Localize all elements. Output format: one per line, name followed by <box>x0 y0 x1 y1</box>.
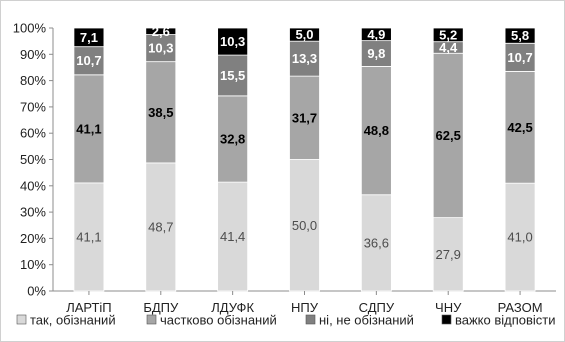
bar-segment <box>73 46 105 76</box>
y-tick-label: 10% <box>20 257 46 272</box>
y-tick-label: 100% <box>13 21 47 36</box>
bar-segment <box>504 27 536 44</box>
bar-segment <box>360 40 392 67</box>
bar-segment <box>73 182 105 292</box>
bar-segment <box>145 61 177 164</box>
bar-segment <box>289 40 320 77</box>
data-label: 2,6 <box>152 24 170 39</box>
data-label: 27,9 <box>436 247 461 262</box>
data-label: 4,9 <box>367 27 385 42</box>
y-tick-label: 80% <box>20 73 46 88</box>
bar-segment <box>289 75 320 160</box>
data-label: 4,4 <box>439 40 458 55</box>
bar-segment <box>145 34 177 63</box>
bar-segment <box>504 42 536 72</box>
data-label: 10,7 <box>507 50 532 65</box>
legend-swatch <box>146 314 157 325</box>
y-tick-label: 50% <box>20 152 46 167</box>
x-tick-label: НПУ <box>291 300 319 315</box>
legend-swatch <box>305 314 316 325</box>
legend-swatch <box>441 314 452 325</box>
x-tick-label: ЛДУФК <box>211 300 254 315</box>
bar-segment <box>360 194 392 292</box>
y-tick-label: 60% <box>20 126 46 141</box>
x-tick-label: ЛАРТіП <box>66 300 111 315</box>
data-label: 41,1 <box>76 121 101 136</box>
bar-segment <box>289 159 320 292</box>
x-tick-label: СДПУ <box>359 300 395 315</box>
legend-label: ні, не обізнаний <box>319 313 414 328</box>
bar-segment <box>217 95 249 183</box>
data-label: 38,5 <box>148 105 173 120</box>
data-label: 62,5 <box>436 128 461 143</box>
bar-segment <box>504 182 536 292</box>
data-label: 9,8 <box>367 46 385 61</box>
bar-segment <box>73 27 105 48</box>
bar-segment <box>145 27 177 35</box>
legend-swatch <box>16 314 27 325</box>
data-label: 41,1 <box>76 229 101 244</box>
bar-segment <box>217 27 249 56</box>
data-label: 32,8 <box>220 131 245 146</box>
data-label: 48,7 <box>148 219 173 234</box>
bar-segment <box>145 162 177 292</box>
bar-segment <box>217 54 249 97</box>
data-label: 10,3 <box>148 41 173 56</box>
bar-segment <box>432 52 464 219</box>
y-tick-label: 90% <box>20 47 46 62</box>
y-tick-label: 0% <box>27 284 46 299</box>
legend-label: так, обізнаний <box>30 313 116 328</box>
bar-segment <box>217 181 249 292</box>
bar-segment <box>73 74 105 184</box>
data-label: 10,7 <box>76 53 101 68</box>
y-tick-label: 20% <box>20 231 46 246</box>
data-label: 41,4 <box>220 229 245 244</box>
data-label: 5,8 <box>511 28 529 43</box>
data-label: 50,0 <box>292 218 317 233</box>
x-tick-label: РАЗОМ <box>498 300 543 315</box>
data-label: 31,7 <box>292 110 317 125</box>
data-label: 7,1 <box>80 30 98 45</box>
data-label: 5,0 <box>295 27 313 42</box>
bar-segment <box>360 27 392 42</box>
bar-segment <box>432 27 464 43</box>
bar-segment <box>504 70 536 184</box>
data-label: 36,6 <box>364 235 389 250</box>
y-tick-label: 70% <box>20 99 46 114</box>
legend-label: важко відповісти <box>455 313 556 328</box>
y-tick-label: 40% <box>20 178 46 193</box>
data-label: 15,5 <box>220 68 245 83</box>
bar-segment <box>289 27 320 42</box>
data-label: 13,3 <box>292 51 317 66</box>
bar-segment <box>360 65 392 196</box>
data-label: 5,2 <box>439 27 457 42</box>
data-label: 41,0 <box>507 230 532 245</box>
data-label: 42,5 <box>507 120 532 135</box>
x-tick-label: ЧНУ <box>435 300 462 315</box>
data-label: 10,3 <box>220 34 245 49</box>
legend-label: частково обізнаний <box>160 313 277 328</box>
data-label: 48,8 <box>364 123 389 138</box>
x-tick-label: БДПУ <box>143 300 179 315</box>
y-tick-label: 30% <box>20 205 46 220</box>
